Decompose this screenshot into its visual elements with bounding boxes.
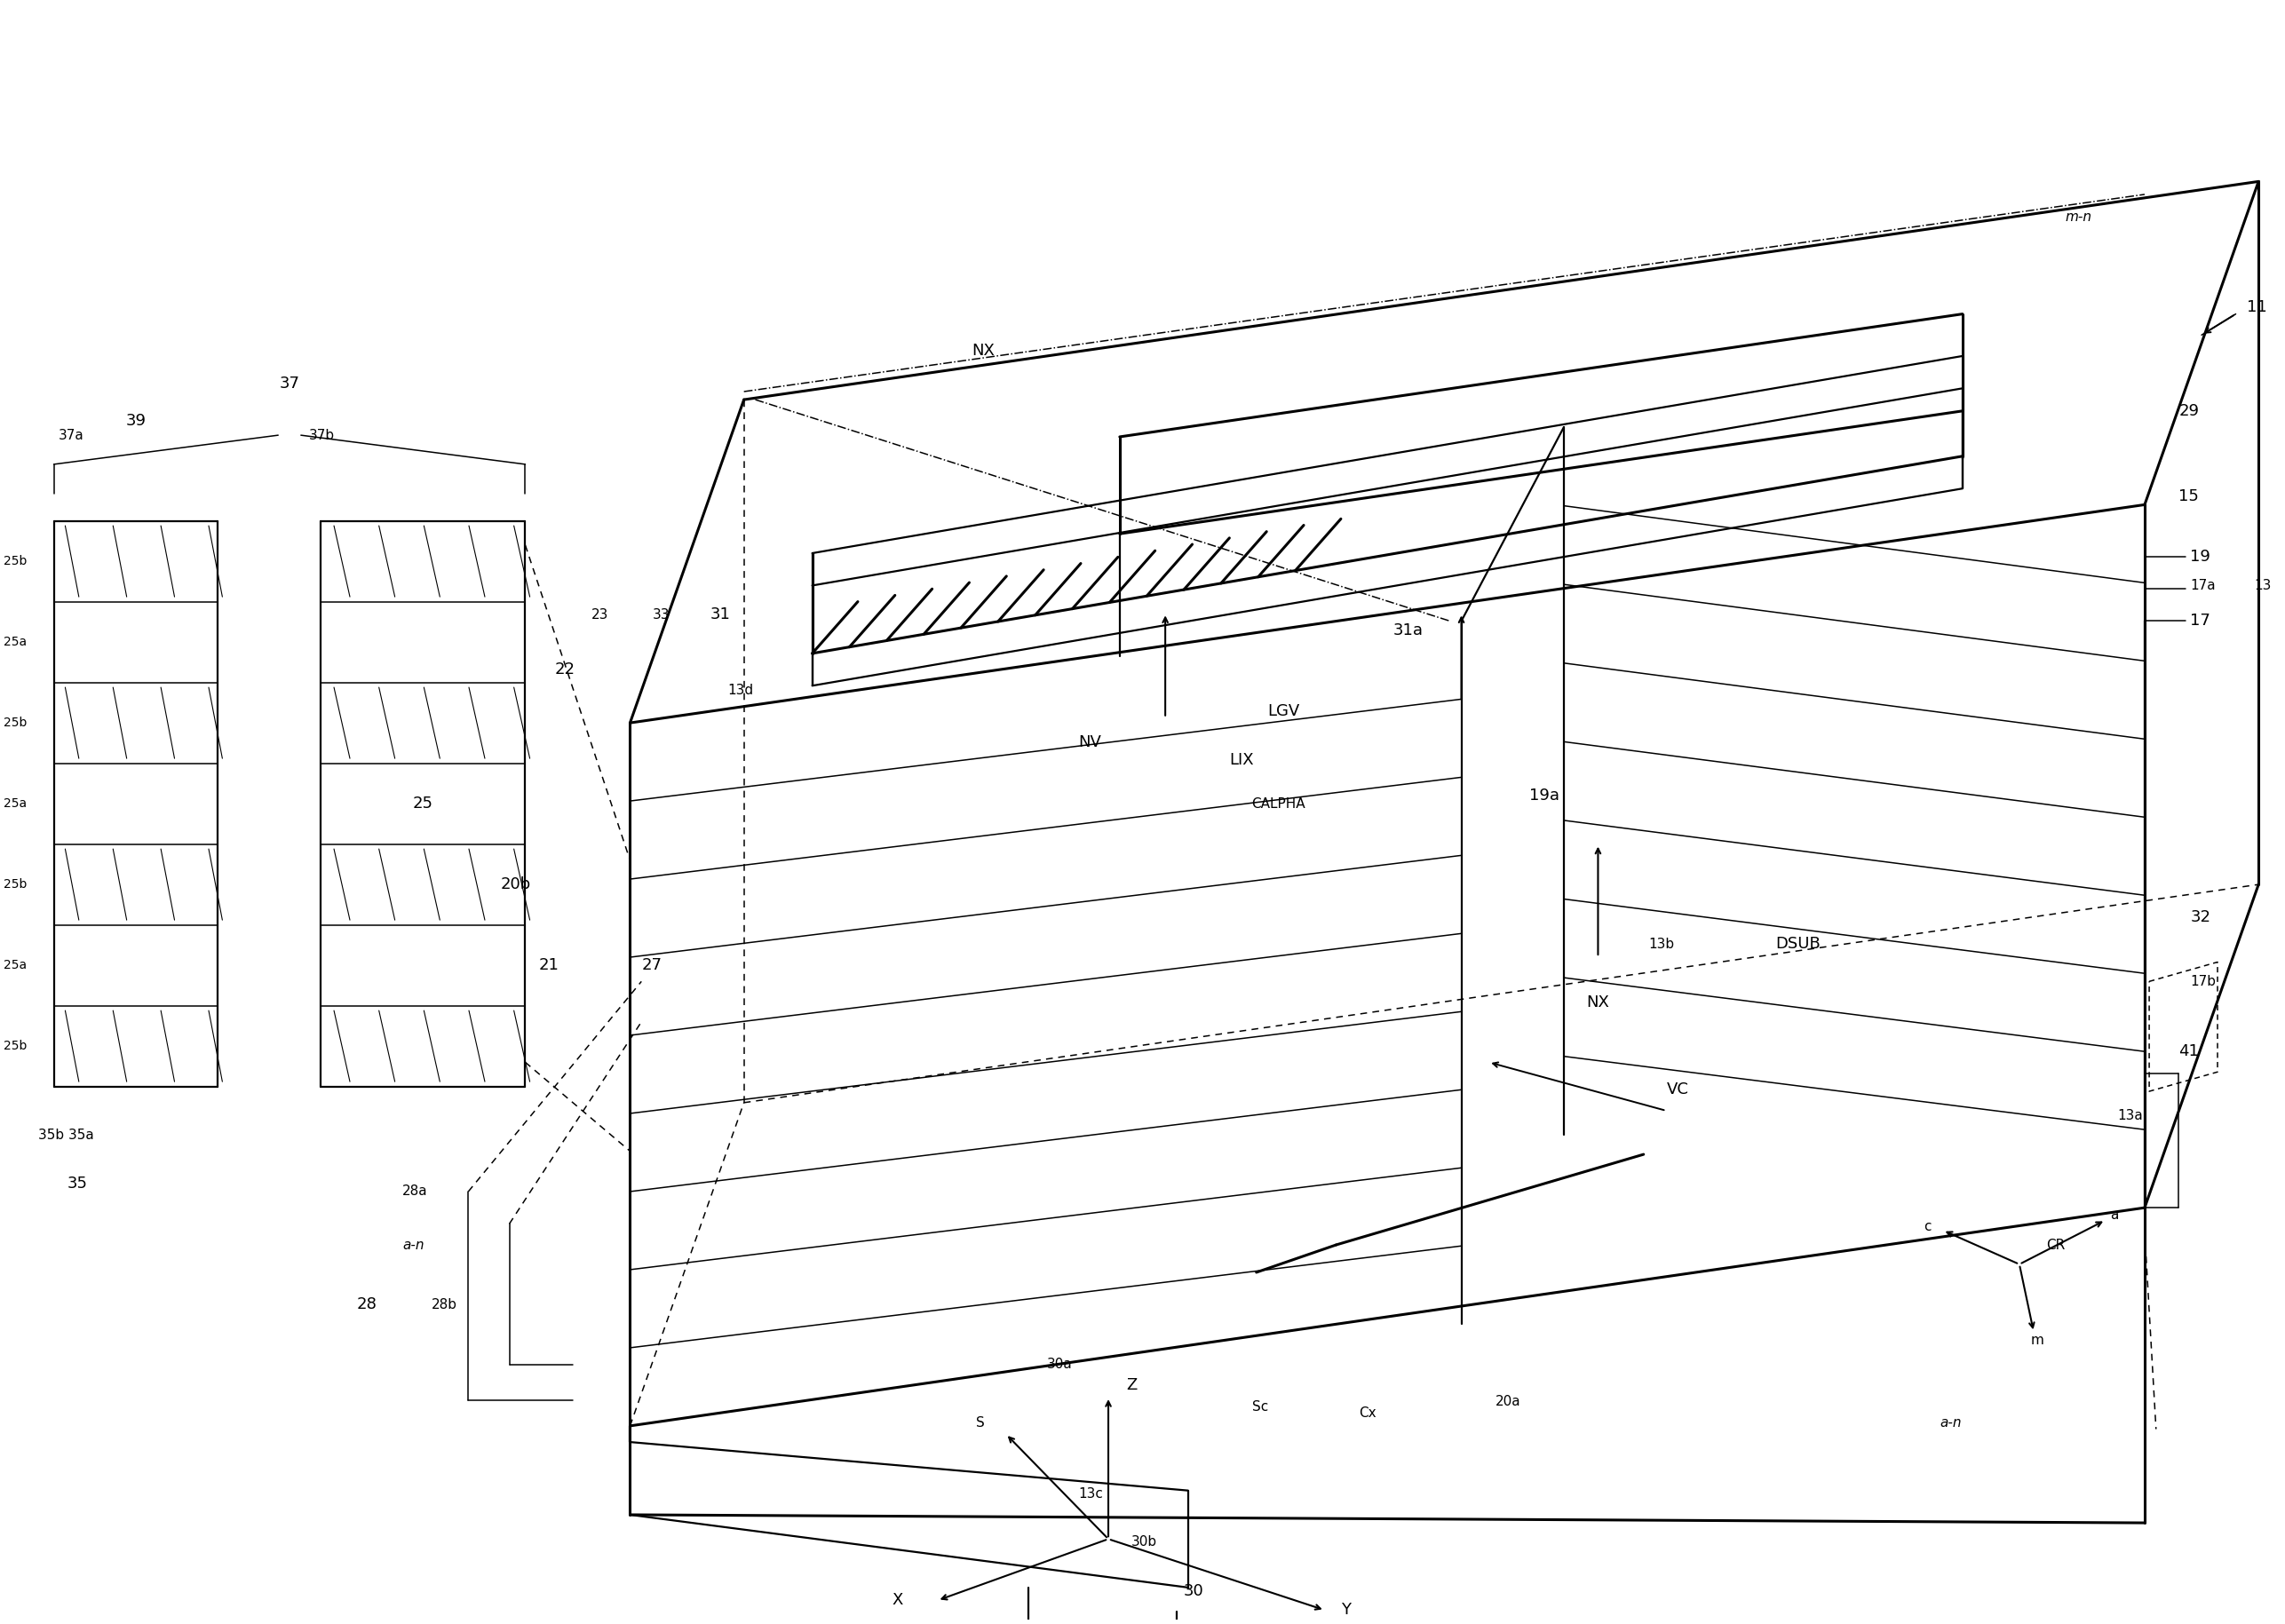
Text: c: c <box>1924 1220 1931 1234</box>
Text: 25b: 25b <box>5 555 27 567</box>
Text: 17a: 17a <box>2191 578 2216 593</box>
Text: DSUB: DSUB <box>1775 937 1821 952</box>
Text: 13b: 13b <box>1647 937 1675 952</box>
Text: 13a: 13a <box>2118 1109 2143 1122</box>
Text: S: S <box>976 1416 985 1429</box>
Text: a: a <box>2111 1208 2118 1221</box>
Text: 37a: 37a <box>59 429 85 442</box>
Text: VC: VC <box>1666 1082 1689 1098</box>
Text: 28: 28 <box>356 1296 377 1312</box>
Text: 27: 27 <box>642 957 663 973</box>
Text: Z: Z <box>1127 1377 1138 1393</box>
Text: m: m <box>2031 1333 2045 1346</box>
Text: 25b: 25b <box>5 716 27 729</box>
Text: 35: 35 <box>69 1176 87 1192</box>
Text: 41: 41 <box>2180 1043 2198 1059</box>
Text: 28b: 28b <box>432 1298 457 1311</box>
Text: 39: 39 <box>126 412 146 429</box>
Text: a-n: a-n <box>402 1237 425 1252</box>
Text: 30a: 30a <box>1047 1358 1072 1371</box>
Text: 11: 11 <box>2246 299 2267 315</box>
Text: X: X <box>891 1593 903 1608</box>
Text: Sc: Sc <box>1252 1400 1268 1413</box>
Text: 35b 35a: 35b 35a <box>39 1129 94 1142</box>
Text: 25a: 25a <box>5 960 27 971</box>
Text: 32: 32 <box>2191 909 2210 924</box>
Text: 21: 21 <box>539 957 560 973</box>
Text: Y: Y <box>1341 1603 1350 1618</box>
Text: 19: 19 <box>2191 549 2210 565</box>
Text: 20a: 20a <box>1494 1395 1522 1408</box>
Text: NV: NV <box>1079 734 1101 750</box>
Text: m-n: m-n <box>2066 211 2091 224</box>
Text: Cx: Cx <box>1360 1406 1376 1419</box>
Text: 37: 37 <box>279 375 299 391</box>
Text: 30: 30 <box>1184 1583 1204 1598</box>
Text: 30b: 30b <box>1131 1536 1156 1549</box>
Text: 28a: 28a <box>402 1186 427 1199</box>
Text: 25a: 25a <box>5 637 27 648</box>
Text: 37b: 37b <box>308 429 336 442</box>
Text: NX: NX <box>971 343 994 359</box>
Text: 22: 22 <box>555 661 576 677</box>
Text: CALPHA: CALPHA <box>1252 797 1305 810</box>
Text: 17b: 17b <box>2191 974 2216 987</box>
Text: 13d: 13d <box>729 684 754 697</box>
Text: 19a: 19a <box>1529 788 1561 804</box>
Text: LGV: LGV <box>1268 703 1300 719</box>
Text: LIX: LIX <box>1229 752 1254 768</box>
Text: 17: 17 <box>2191 614 2210 628</box>
Text: NX: NX <box>1586 994 1609 1010</box>
Text: 31a: 31a <box>1394 622 1424 638</box>
Text: 29: 29 <box>2180 403 2198 419</box>
Text: 23: 23 <box>592 607 608 622</box>
Text: 31: 31 <box>711 607 731 622</box>
Text: CR: CR <box>2045 1239 2066 1252</box>
Text: 15: 15 <box>2180 489 2198 505</box>
Text: 25b: 25b <box>5 1039 27 1052</box>
Text: 13: 13 <box>2253 578 2271 593</box>
Text: 33: 33 <box>654 607 670 622</box>
Text: 13c: 13c <box>1079 1488 1104 1501</box>
Text: 25a: 25a <box>5 797 27 810</box>
Text: 25: 25 <box>414 796 432 812</box>
Text: a-n: a-n <box>1940 1416 1961 1429</box>
Text: 20b: 20b <box>500 877 530 893</box>
Text: 25b: 25b <box>5 879 27 890</box>
